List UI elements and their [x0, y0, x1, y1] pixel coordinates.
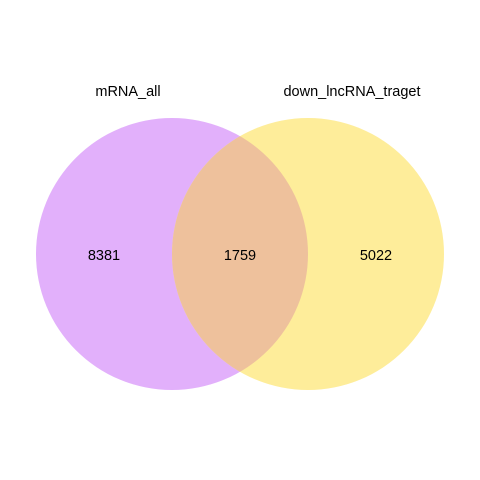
set-label-mRNA-all: mRNA_all [95, 84, 160, 100]
intersection-region [172, 118, 308, 390]
set-label-down-lncRNA-traget: down_lncRNA_traget [283, 84, 420, 100]
count-mRNA-all-only: 8381 [88, 248, 120, 264]
count-down-lncRNA-traget-only: 5022 [360, 248, 392, 264]
count-intersection: 1759 [224, 248, 256, 264]
